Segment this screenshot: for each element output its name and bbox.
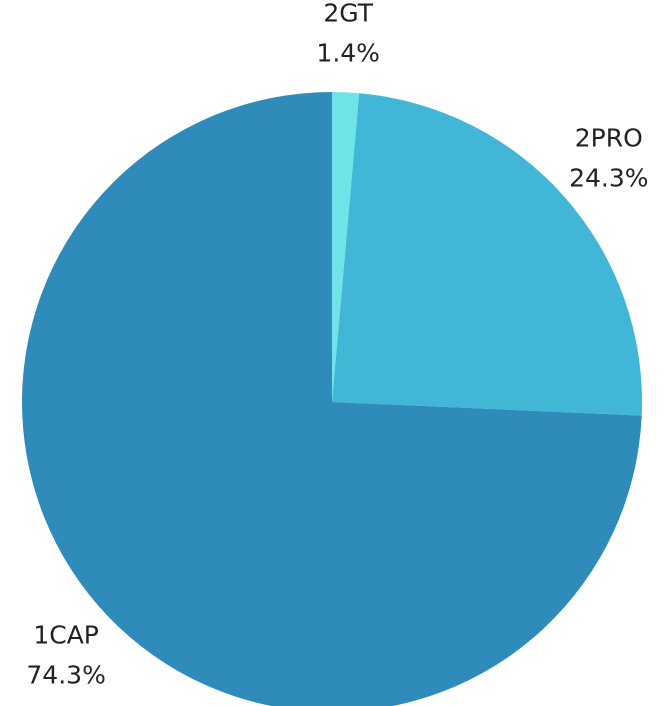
slice-value-label: 74.3% bbox=[26, 660, 105, 689]
slice-label: 2GT bbox=[323, 0, 373, 27]
slice-value-label: 24.3% bbox=[569, 164, 648, 193]
pie-slice bbox=[22, 92, 642, 706]
pie-slice bbox=[332, 93, 642, 416]
slice-value-label: 1.4% bbox=[316, 38, 380, 67]
pie-slice bbox=[332, 92, 360, 402]
slice-label: 1CAP bbox=[33, 620, 99, 649]
slice-label: 2PRO bbox=[575, 124, 643, 153]
